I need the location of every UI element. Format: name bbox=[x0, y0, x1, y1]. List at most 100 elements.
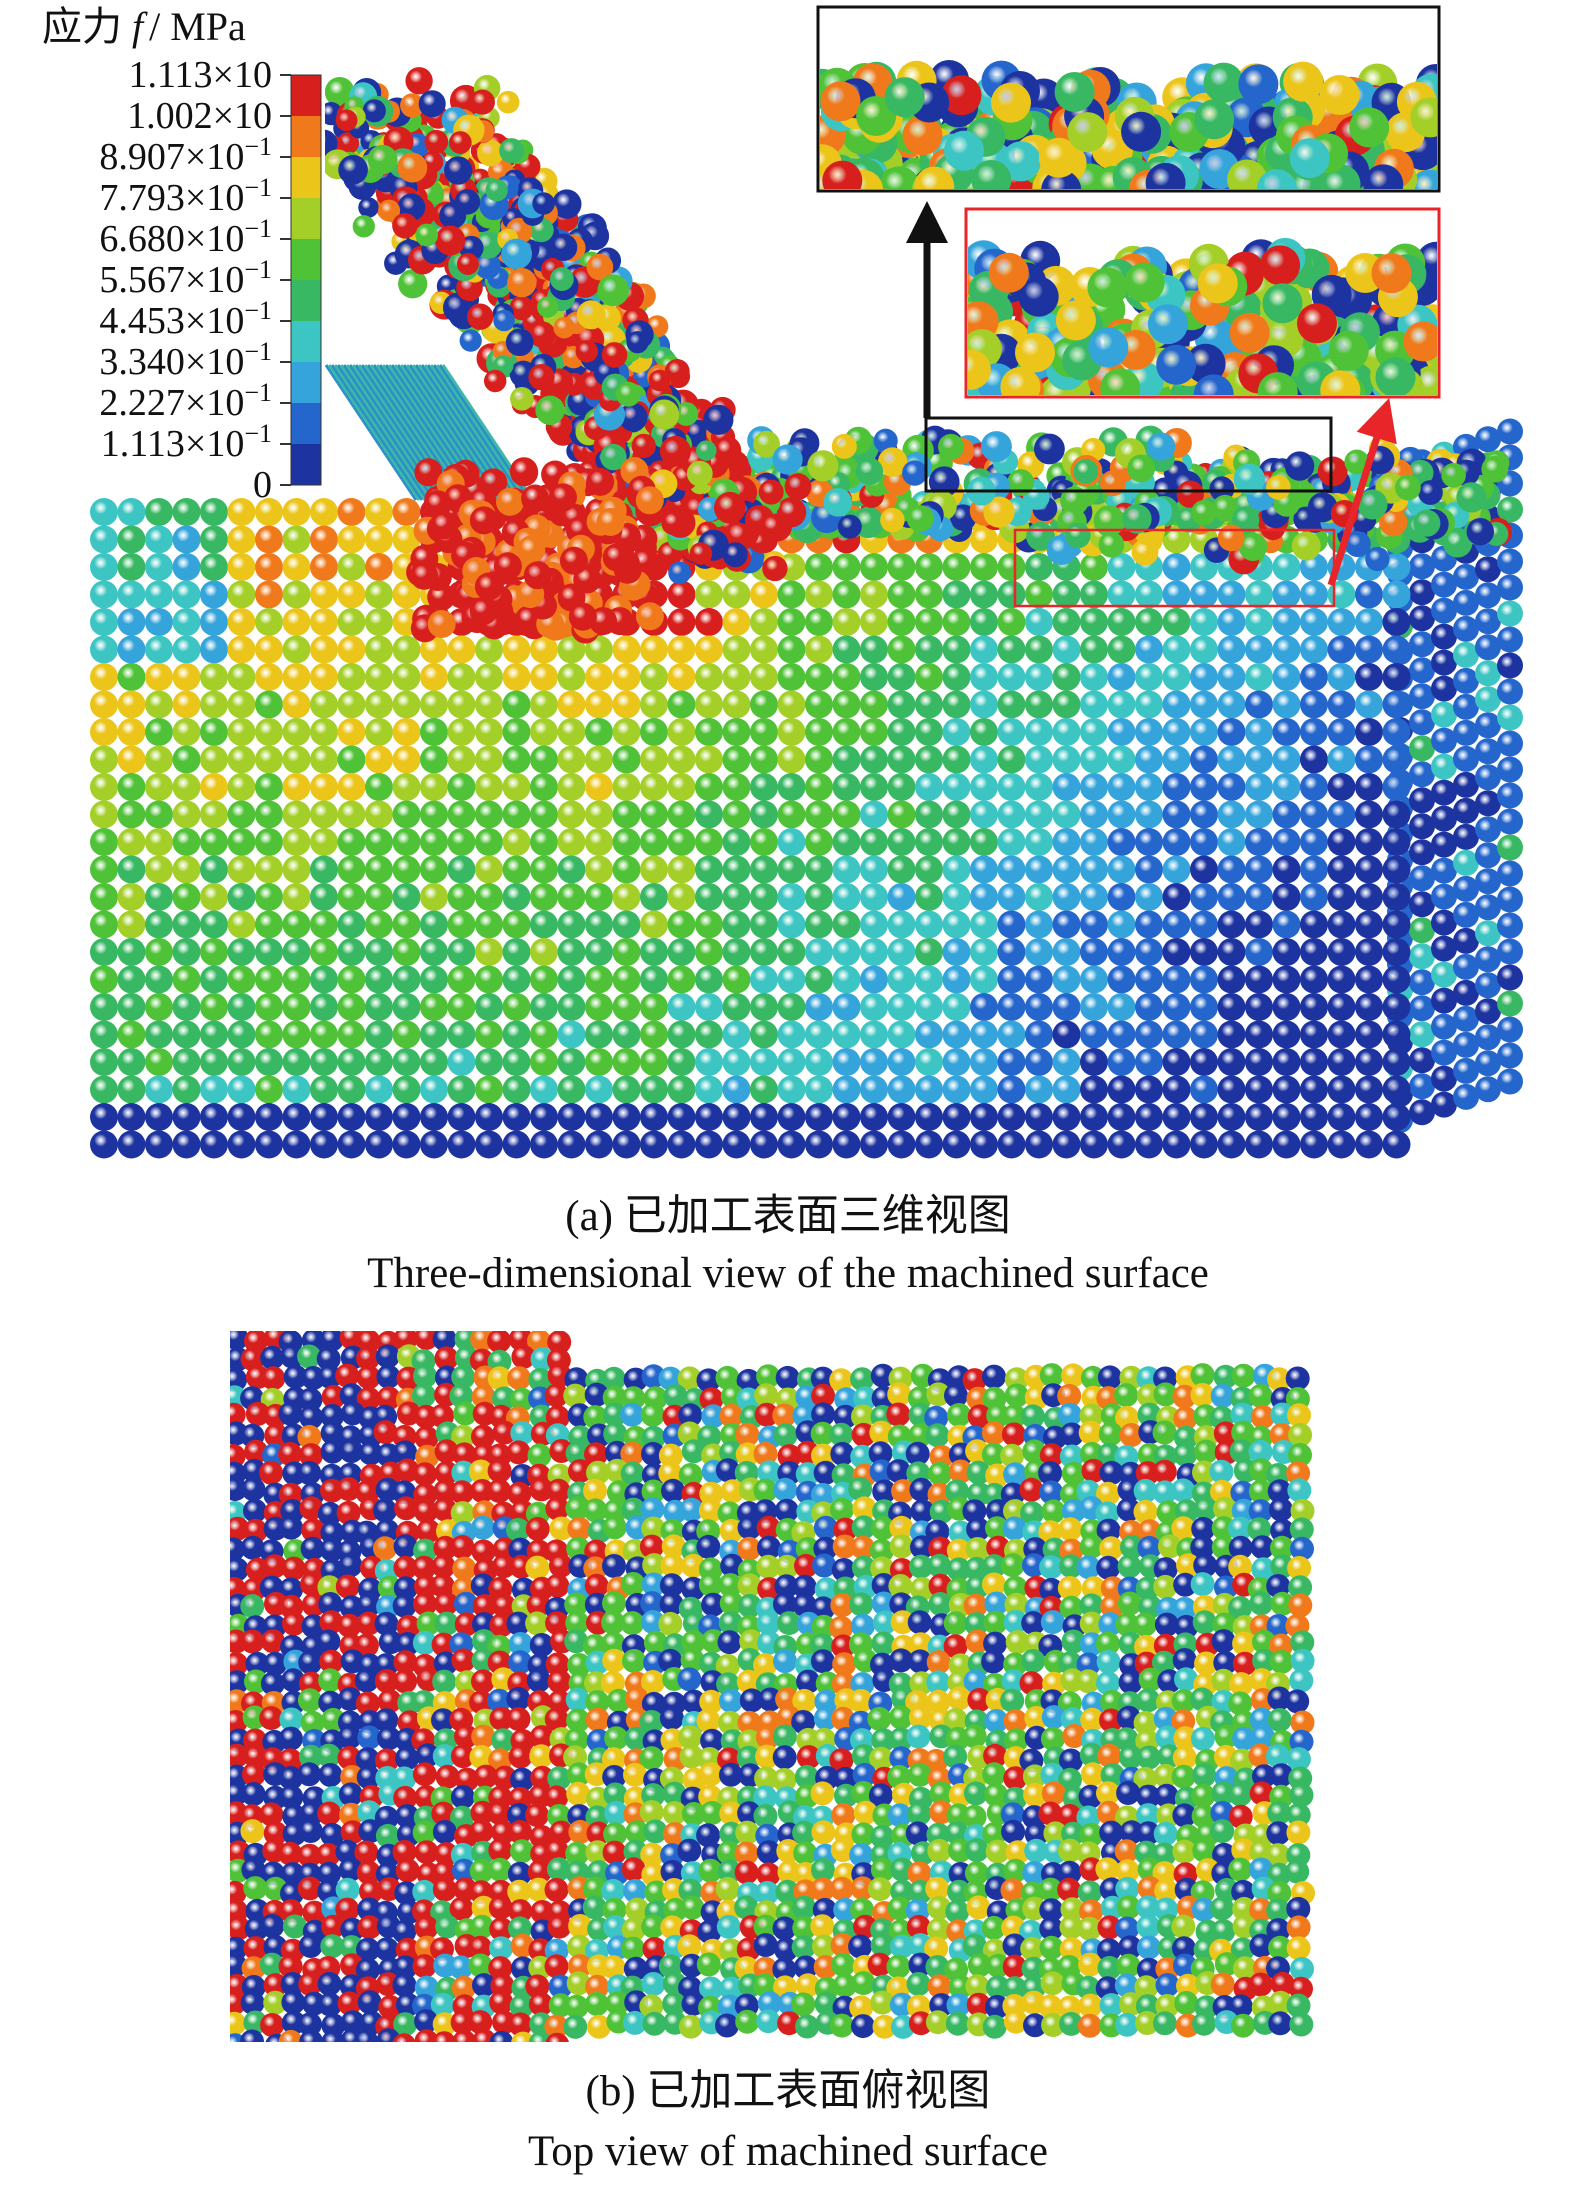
particle bbox=[772, 1592, 797, 1617]
particle bbox=[1020, 1404, 1045, 1429]
particle bbox=[1217, 1103, 1246, 1131]
particle bbox=[507, 1803, 531, 1827]
particle bbox=[679, 1744, 704, 1769]
particle bbox=[641, 1691, 666, 1716]
particle bbox=[282, 498, 311, 526]
particle bbox=[1245, 718, 1273, 746]
particle bbox=[1228, 1804, 1253, 1829]
particle bbox=[915, 635, 943, 664]
particle bbox=[1190, 663, 1218, 691]
particle bbox=[1054, 72, 1095, 112]
particle bbox=[1162, 1020, 1191, 1049]
particle bbox=[612, 1075, 641, 1104]
particle bbox=[1098, 1612, 1123, 1637]
particle bbox=[1355, 910, 1383, 939]
particle bbox=[310, 1048, 338, 1076]
particle bbox=[510, 1421, 535, 1446]
particle bbox=[640, 773, 668, 801]
particle bbox=[1409, 1073, 1435, 1100]
particle bbox=[1228, 1554, 1253, 1579]
particle bbox=[1245, 828, 1273, 856]
particle bbox=[227, 1103, 256, 1131]
particle bbox=[487, 1479, 512, 1503]
particle bbox=[1497, 704, 1523, 731]
particle bbox=[943, 1708, 968, 1733]
particle bbox=[833, 1766, 858, 1791]
particle bbox=[832, 1652, 857, 1677]
particle bbox=[297, 1762, 322, 1787]
particle bbox=[1080, 1048, 1108, 1076]
particle bbox=[338, 1553, 363, 1578]
particle bbox=[851, 1515, 876, 1540]
particle bbox=[447, 745, 476, 774]
particle bbox=[420, 938, 448, 966]
particle bbox=[475, 745, 503, 774]
particle bbox=[1245, 580, 1273, 609]
particle bbox=[1107, 1130, 1136, 1159]
particle bbox=[145, 965, 173, 994]
particle bbox=[1238, 64, 1279, 105]
particle bbox=[1355, 965, 1383, 994]
particle bbox=[1272, 773, 1301, 801]
particle bbox=[642, 1553, 667, 1578]
particle bbox=[1107, 1020, 1136, 1049]
particle bbox=[145, 525, 173, 554]
particle bbox=[392, 1103, 421, 1131]
particle bbox=[227, 800, 256, 829]
particle bbox=[834, 1387, 859, 1412]
particle bbox=[567, 1653, 592, 1677]
particle bbox=[255, 965, 283, 994]
particle bbox=[889, 1648, 914, 1673]
particle bbox=[678, 1403, 703, 1428]
particle bbox=[335, 1363, 360, 1388]
particle bbox=[914, 166, 955, 189]
particle bbox=[860, 1075, 888, 1104]
particle bbox=[902, 115, 943, 156]
particle bbox=[1057, 1383, 1082, 1408]
stripe bbox=[324, 364, 418, 501]
particle bbox=[338, 1857, 363, 1882]
particle bbox=[450, 1744, 475, 1769]
particle bbox=[1327, 718, 1356, 746]
particle bbox=[970, 1048, 998, 1076]
particle bbox=[1272, 1048, 1301, 1076]
particle bbox=[1174, 1667, 1198, 1692]
particle bbox=[508, 1744, 533, 1769]
particle bbox=[585, 965, 613, 994]
particle bbox=[1453, 979, 1479, 1006]
particle bbox=[200, 1130, 228, 1159]
particle bbox=[830, 1593, 855, 1618]
particle bbox=[255, 718, 283, 746]
particle bbox=[90, 608, 118, 636]
particle bbox=[469, 597, 498, 625]
particle bbox=[1300, 773, 1328, 801]
particle bbox=[902, 460, 928, 486]
particle bbox=[805, 800, 833, 829]
particle bbox=[997, 1020, 1026, 1049]
particle bbox=[172, 855, 201, 884]
particle bbox=[557, 773, 586, 801]
particle bbox=[468, 1459, 493, 1484]
particle bbox=[585, 663, 613, 691]
particle bbox=[860, 965, 888, 994]
particle bbox=[1133, 1711, 1158, 1735]
particle bbox=[701, 1592, 726, 1617]
particle bbox=[640, 1130, 668, 1159]
particle bbox=[1217, 608, 1246, 636]
particle bbox=[1058, 1838, 1082, 1863]
particle bbox=[602, 1840, 627, 1865]
particle bbox=[602, 543, 631, 572]
particle bbox=[310, 580, 338, 609]
particle bbox=[1052, 828, 1081, 856]
particle bbox=[942, 1020, 971, 1049]
particle bbox=[1249, 1707, 1274, 1732]
particle bbox=[200, 745, 228, 774]
particle bbox=[603, 1822, 628, 1847]
particle bbox=[145, 855, 173, 884]
particle bbox=[117, 580, 146, 609]
particle bbox=[435, 1764, 460, 1789]
particle bbox=[1025, 800, 1053, 829]
particle bbox=[618, 402, 648, 432]
particle bbox=[1355, 855, 1383, 884]
particle bbox=[1133, 1478, 1158, 1503]
